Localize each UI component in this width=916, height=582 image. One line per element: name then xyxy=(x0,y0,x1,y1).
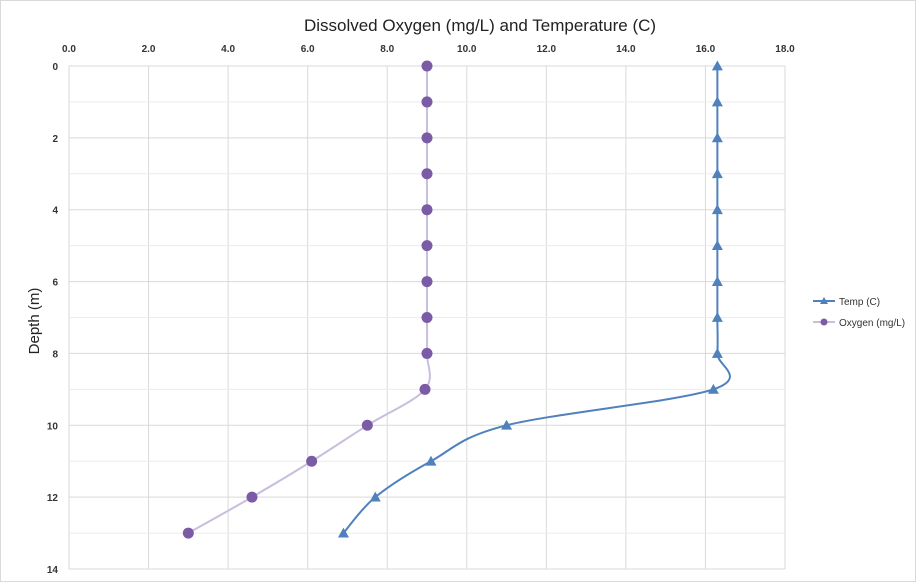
y-tick-label: 0 xyxy=(52,62,58,73)
x-tick-label: 10.0 xyxy=(457,44,477,55)
y-tick-label: 8 xyxy=(52,349,58,360)
x-tick-label: 0.0 xyxy=(62,44,76,55)
oxygen-data-point xyxy=(419,383,431,395)
axis-ticks: 0.0 2.0 4.0 6.0 8.0 10.0 12.0 14.0 16.0 18.0 0 2 4 6 8… xyxy=(47,44,795,576)
temp-data-point xyxy=(707,383,719,394)
oxygen-data-point xyxy=(421,96,433,108)
temp-data-point xyxy=(711,60,723,71)
x-tick-label: 16.0 xyxy=(696,44,716,55)
oxygen-data-point xyxy=(421,60,433,72)
temp-legend-label: Temp (C) xyxy=(839,297,880,308)
oxygen-data-point xyxy=(246,491,258,503)
temp-data-point xyxy=(711,347,723,358)
oxygen-data-point xyxy=(421,168,433,180)
oxygen-data-point xyxy=(421,276,433,288)
x-tick-label: 4.0 xyxy=(221,44,235,55)
y-axis-label: Depth (m) xyxy=(26,288,43,355)
x-tick-label: 8.0 xyxy=(380,44,394,55)
oxygen-data-point xyxy=(182,527,194,539)
x-tick-label: 12.0 xyxy=(537,44,557,55)
temp-data-point xyxy=(711,204,723,215)
x-tick-label: 18.0 xyxy=(775,44,795,55)
temp-legend-marker xyxy=(820,297,828,304)
oxygen-data-point xyxy=(421,204,433,216)
temp-data-point xyxy=(711,132,723,143)
temp-data-point xyxy=(711,168,723,179)
y-tick-label: 12 xyxy=(47,493,59,504)
temp-data-point xyxy=(501,419,513,430)
temp-data-point xyxy=(711,312,723,322)
temp-data-point xyxy=(369,491,381,502)
oxygen-data-point xyxy=(361,419,373,431)
y-tick-label: 4 xyxy=(52,206,58,217)
chart-title: Dissolved Oxygen (mg/L) and Temperature … xyxy=(304,16,656,35)
y-tick-label: 14 xyxy=(47,565,59,576)
x-tick-label: 14.0 xyxy=(616,44,636,55)
oxygen-data-point xyxy=(421,312,433,323)
temp-data-point xyxy=(711,96,723,107)
temp-data-point xyxy=(711,240,723,251)
x-tick-label: 6.0 xyxy=(301,44,315,55)
y-tick-label: 6 xyxy=(52,278,58,289)
oxygen-data-point xyxy=(421,347,433,359)
temp-data-point xyxy=(425,455,437,466)
temp-data-point xyxy=(337,527,349,538)
oxygen-data-point xyxy=(421,240,433,252)
y-tick-label: 2 xyxy=(52,134,58,145)
temp-series-line xyxy=(342,65,731,534)
oxygen-data-point xyxy=(421,132,433,144)
y-tick-label: 10 xyxy=(47,421,59,432)
oxygen-legend-marker xyxy=(820,318,828,326)
series xyxy=(182,60,731,539)
legend: Temp (C) Oxygen (mg/L) xyxy=(813,297,905,329)
temp-data-point xyxy=(711,276,723,286)
oxygen-legend-label: Oxygen (mg/L) xyxy=(839,318,905,329)
oxygen-data-point xyxy=(306,455,318,467)
x-tick-label: 2.0 xyxy=(142,44,156,55)
